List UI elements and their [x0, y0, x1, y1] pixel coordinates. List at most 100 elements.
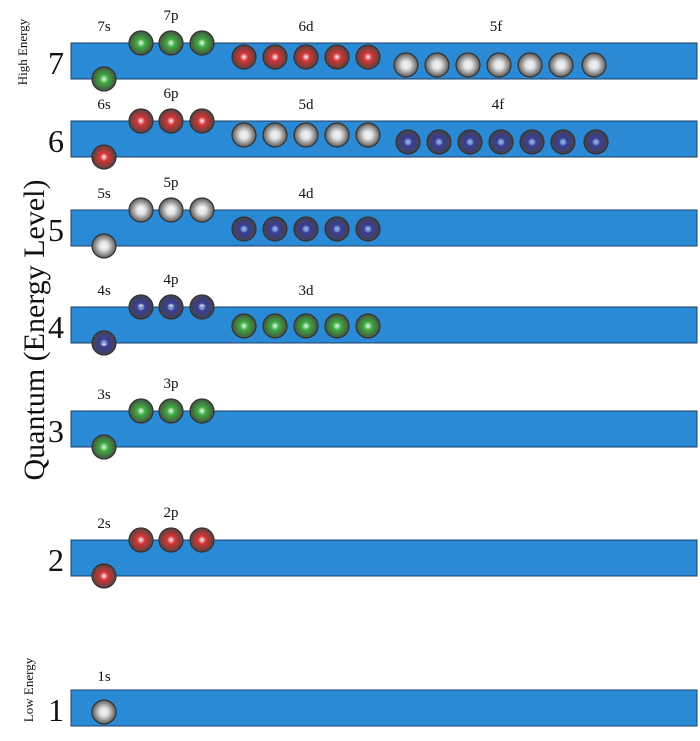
electron-orbital-ball: [91, 330, 117, 356]
energy-level-5: 5 5s 5p 4d: [48, 175, 698, 259]
energy-level-3: 3 3s 3p: [48, 376, 698, 460]
electron-orbital-ball: [293, 44, 319, 70]
orbital-label: 4f: [492, 97, 505, 113]
electron-orbital-ball: [189, 30, 215, 56]
orbital-4f: 4f: [395, 97, 609, 155]
orbital-7s: 7s: [91, 19, 117, 92]
electron-orbital-ball: [581, 52, 607, 78]
orbital-3d: 3d: [231, 283, 381, 339]
electron-orbital-ball: [262, 216, 288, 242]
level-number: 3: [48, 413, 64, 449]
orbital-label: 2p: [164, 505, 179, 521]
orbital-3s: 3s: [91, 387, 117, 460]
energy-bar: [70, 539, 698, 577]
energy-level-2: 2 2s 2p: [48, 505, 698, 589]
electron-orbital-ball: [324, 122, 350, 148]
electron-orbital-ball: [91, 144, 117, 170]
energy-level-4: 4 4s 4p 3d: [48, 272, 698, 356]
electron-orbital-ball: [128, 527, 154, 553]
orbital-label: 5d: [299, 97, 315, 113]
electron-orbital-ball: [293, 313, 319, 339]
orbital-1s: 1s: [91, 669, 117, 725]
electron-orbital-ball: [583, 129, 609, 155]
orbital-4p: 4p: [128, 272, 215, 320]
level-number: 4: [48, 309, 64, 345]
orbital-6s: 6s: [91, 97, 117, 170]
electron-orbital-ball: [355, 44, 381, 70]
low-energy-label: Low Energy: [21, 657, 36, 722]
electron-orbital-ball: [519, 129, 545, 155]
electron-orbital-ball: [128, 30, 154, 56]
orbital-label: 7p: [164, 8, 179, 24]
orbital-7p: 7p: [128, 8, 215, 56]
electron-orbital-ball: [426, 129, 452, 155]
electron-orbital-ball: [457, 129, 483, 155]
electron-orbital-ball: [293, 122, 319, 148]
electron-orbital-ball: [128, 398, 154, 424]
electron-orbital-ball: [324, 216, 350, 242]
electron-orbital-ball: [231, 216, 257, 242]
electron-orbital-ball: [91, 563, 117, 589]
orbital-label: 3d: [299, 283, 315, 299]
electron-orbital-ball: [128, 108, 154, 134]
electron-orbital-ball: [550, 129, 576, 155]
orbital-label: 6d: [299, 19, 315, 35]
electron-orbital-ball: [548, 52, 574, 78]
electron-orbital-ball: [128, 197, 154, 223]
level-number: 1: [48, 692, 64, 728]
electron-orbital-ball: [393, 52, 419, 78]
orbital-3p: 3p: [128, 376, 215, 424]
orbital-6d: 6d: [231, 19, 381, 70]
orbital-label: 5s: [97, 186, 111, 202]
electron-orbital-ball: [189, 294, 215, 320]
electron-orbital-ball: [91, 434, 117, 460]
electron-orbital-ball: [455, 52, 481, 78]
axis-label: Quantum (Energy Level): [18, 179, 51, 480]
electron-orbital-ball: [158, 30, 184, 56]
orbital-label: 1s: [97, 669, 111, 685]
electron-orbital-ball: [158, 398, 184, 424]
electron-orbital-ball: [488, 129, 514, 155]
orbital-2s: 2s: [91, 516, 117, 589]
electron-orbital-ball: [231, 44, 257, 70]
orbital-label: 5p: [164, 175, 179, 191]
electron-orbital-ball: [424, 52, 450, 78]
electron-orbital-ball: [231, 122, 257, 148]
level-number: 6: [48, 123, 64, 159]
electron-orbital-ball: [158, 197, 184, 223]
orbital-label: 4s: [97, 283, 111, 299]
electron-orbital-ball: [262, 44, 288, 70]
electron-orbital-ball: [293, 216, 319, 242]
electron-orbital-ball: [189, 108, 215, 134]
electron-orbital-ball: [355, 216, 381, 242]
orbital-label: 5f: [490, 19, 503, 35]
electron-orbital-ball: [486, 52, 512, 78]
orbital-label: 2s: [97, 516, 111, 532]
electron-orbital-ball: [231, 313, 257, 339]
electron-orbital-ball: [91, 233, 117, 259]
level-number: 7: [48, 45, 64, 81]
orbital-label: 3s: [97, 387, 111, 403]
electron-orbital-ball: [91, 699, 117, 725]
orbital-label: 3p: [164, 376, 179, 392]
electron-orbital-ball: [395, 129, 421, 155]
energy-bar: [70, 689, 698, 727]
orbital-2p: 2p: [128, 505, 215, 553]
high-energy-label: High Energy: [15, 18, 30, 85]
electron-orbital-ball: [128, 294, 154, 320]
electron-orbital-ball: [189, 527, 215, 553]
electron-orbital-ball: [355, 313, 381, 339]
orbital-label: 6p: [164, 86, 179, 102]
orbital-label: 4p: [164, 272, 179, 288]
energy-level-7: 7 7s 7p 6d 5f: [48, 8, 698, 92]
energy-level-6: 6 6s 6p 5d 4f: [48, 86, 698, 170]
orbital-5p: 5p: [128, 175, 215, 223]
electron-orbital-ball: [158, 108, 184, 134]
orbital-5f: 5f: [393, 19, 607, 78]
electron-orbital-ball: [91, 66, 117, 92]
electron-orbital-ball: [189, 197, 215, 223]
orbital-5d: 5d: [231, 97, 381, 148]
electron-orbital-ball: [324, 44, 350, 70]
orbital-4s: 4s: [91, 283, 117, 356]
electron-orbital-ball: [262, 313, 288, 339]
